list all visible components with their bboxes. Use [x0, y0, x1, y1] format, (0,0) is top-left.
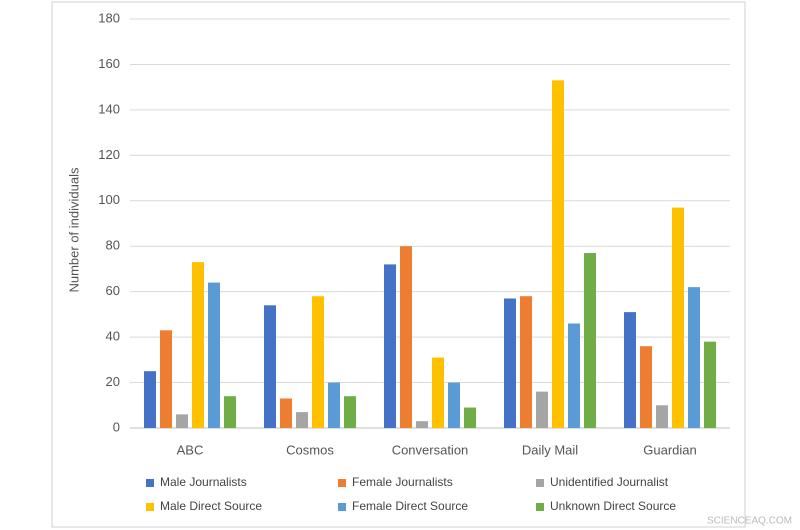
bar [176, 414, 188, 428]
bar [296, 412, 308, 428]
watermark: SCIENCEAQ.COM [707, 516, 792, 527]
y-tick-label: 0 [113, 419, 120, 434]
bar [416, 421, 428, 428]
legend-label: Female Journalists [352, 475, 453, 489]
legend-swatch [146, 503, 154, 511]
legend-label: Male Direct Source [160, 499, 262, 513]
bar [192, 262, 204, 428]
bar [328, 382, 340, 428]
bar [640, 346, 652, 428]
y-tick-label: 100 [98, 192, 120, 207]
bar [504, 298, 516, 428]
legend-label: Unidentified Journalist [550, 475, 669, 489]
bar [464, 407, 476, 428]
bar [704, 341, 716, 428]
bar [264, 305, 276, 428]
y-axis-label: Number of individuals [66, 167, 81, 293]
legend-swatch [338, 479, 346, 487]
legend-swatch [536, 503, 544, 511]
x-tick-label: Guardian [643, 442, 696, 457]
y-tick-label: 40 [106, 329, 120, 344]
legend-label: Male Journalists [160, 475, 247, 489]
bar [656, 405, 668, 428]
legend-label: Female Direct Source [352, 499, 468, 513]
legend-swatch [536, 479, 544, 487]
bar [552, 80, 564, 428]
bar [584, 253, 596, 428]
bar [672, 207, 684, 428]
y-tick-label: 180 [98, 10, 120, 25]
legend-swatch [146, 479, 154, 487]
bar [568, 323, 580, 428]
legend-swatch [338, 503, 346, 511]
bar [344, 396, 356, 428]
y-tick-label: 80 [106, 238, 120, 253]
bar [400, 246, 412, 428]
bar [280, 398, 292, 428]
bar [432, 357, 444, 428]
y-tick-label: 60 [106, 283, 120, 298]
bar [224, 396, 236, 428]
bar [312, 296, 324, 428]
x-tick-label: Daily Mail [522, 442, 578, 457]
y-tick-label: 20 [106, 374, 120, 389]
bar [624, 312, 636, 428]
bar [520, 296, 532, 428]
bar [536, 391, 548, 428]
bar [688, 287, 700, 428]
x-tick-label: Conversation [392, 442, 469, 457]
bar [384, 264, 396, 428]
bar [208, 282, 220, 428]
legend-label: Unknown Direct Source [550, 499, 676, 513]
bar [160, 330, 172, 428]
bar [144, 371, 156, 428]
chart-frame [51, 1, 746, 528]
y-tick-label: 160 [98, 56, 120, 71]
y-tick-label: 120 [98, 147, 120, 162]
x-tick-label: ABC [177, 442, 204, 457]
bar [448, 382, 460, 428]
x-tick-label: Cosmos [286, 442, 334, 457]
y-tick-label: 140 [98, 101, 120, 116]
